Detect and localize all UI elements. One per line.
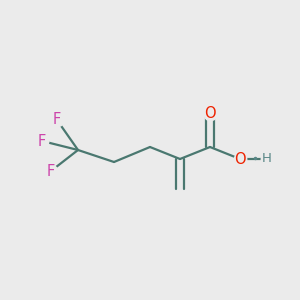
Text: F: F bbox=[47, 164, 55, 178]
Text: O: O bbox=[234, 152, 246, 166]
Text: F: F bbox=[53, 112, 61, 128]
Text: F: F bbox=[38, 134, 46, 148]
Text: O: O bbox=[204, 106, 216, 122]
Text: H: H bbox=[262, 152, 272, 166]
